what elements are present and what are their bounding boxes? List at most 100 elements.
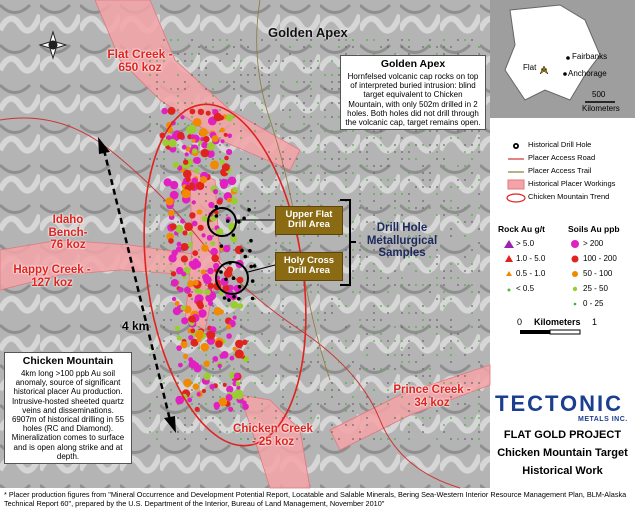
sample-dot — [212, 319, 214, 321]
sample-dot — [240, 172, 242, 174]
sample-dot — [408, 235, 410, 237]
sample-dot — [184, 81, 186, 83]
sample-dot — [261, 193, 263, 195]
sample-dot — [149, 382, 151, 384]
legend-item: 1.0 - 5.0 — [516, 254, 546, 264]
sample-dot — [177, 95, 179, 97]
sample-dot — [422, 403, 424, 405]
sample-dot — [478, 361, 480, 363]
sample-dot — [408, 39, 410, 41]
sample-dot — [380, 130, 382, 132]
sample-dot — [338, 298, 340, 300]
sample-dot — [149, 410, 151, 412]
sample-dot — [169, 180, 179, 190]
sample-dot — [394, 326, 396, 328]
sample-dot — [275, 249, 277, 251]
sample-dot — [303, 109, 305, 111]
sample-dot — [415, 333, 417, 335]
label-line: Metallurgical — [366, 234, 438, 247]
sample-dot — [296, 200, 298, 202]
sample-dot — [200, 269, 206, 275]
sample-dot — [387, 438, 389, 440]
sample-dot — [226, 53, 228, 55]
sample-dot — [429, 179, 431, 181]
sample-dot — [254, 172, 256, 174]
sample-dot — [310, 172, 312, 174]
sample-dot — [261, 179, 263, 181]
sample-dot — [282, 340, 284, 342]
sample-dot — [149, 130, 151, 132]
sample-dot — [394, 340, 396, 342]
sample-dot — [249, 264, 253, 269]
sample-dot — [296, 158, 298, 160]
sample-dot — [464, 347, 466, 349]
chicken-mountain-box: Chicken Mountain 4km long >100 ppb Au soi… — [4, 352, 132, 464]
sample-dot — [289, 438, 291, 440]
sample-dot — [324, 172, 326, 174]
sample-dot — [394, 368, 396, 370]
sample-dot — [219, 424, 221, 426]
sample-dot — [205, 403, 207, 405]
sample-dot — [345, 382, 347, 384]
sample-dot — [331, 340, 333, 342]
sample-dot — [170, 389, 172, 391]
north-arrow — [38, 30, 68, 60]
sample-dot — [317, 193, 319, 195]
sample-dot — [310, 109, 312, 111]
sample-dot — [387, 165, 389, 167]
sample-dot — [373, 263, 375, 265]
sample-dot — [408, 354, 410, 356]
sample-dot — [163, 382, 165, 384]
sample-dot — [247, 74, 249, 76]
sample-dot — [225, 114, 234, 122]
sample-dot — [303, 60, 305, 62]
sample-dot — [156, 347, 158, 349]
sample-dot — [170, 39, 172, 41]
sample-dot — [247, 256, 249, 258]
sample-dot — [408, 382, 410, 384]
flat-star — [539, 65, 549, 75]
sample-dot — [296, 186, 298, 188]
scale-start: 0 — [517, 317, 523, 327]
sample-dot — [345, 172, 347, 174]
sample-dot — [310, 403, 312, 405]
sample-dot — [282, 305, 284, 307]
sample-dot — [380, 368, 382, 370]
sample-dot — [387, 403, 389, 405]
sample-dot — [289, 417, 291, 419]
sample-dot — [380, 277, 382, 279]
sample-dot — [170, 271, 177, 277]
sample-dot — [317, 151, 319, 153]
sample-dot — [219, 109, 221, 111]
sample-dot — [436, 263, 438, 265]
sample-dot — [240, 403, 242, 405]
sample-dot — [345, 144, 347, 146]
label-line: Samples — [378, 247, 426, 260]
sample-dot — [310, 95, 312, 97]
sample-dot — [296, 165, 298, 167]
inset-scale-unit: Kilometers — [582, 104, 620, 113]
sample-dot — [338, 417, 340, 419]
sample-dot — [247, 186, 249, 188]
legend-item: Historical Drill Hole — [528, 140, 592, 150]
sample-dot — [394, 179, 396, 181]
sample-dot — [359, 291, 361, 293]
sample-dot — [429, 256, 431, 258]
sample-dot — [211, 254, 219, 263]
sample-dot — [191, 277, 193, 279]
sample-dot — [261, 333, 263, 335]
sample-dot — [163, 165, 165, 167]
sample-dot — [464, 221, 466, 223]
sample-dot — [275, 74, 277, 76]
legend-item: Chicken Mountain Trend — [528, 192, 610, 202]
label-line: Drill Hole — [376, 222, 428, 234]
sample-dot — [163, 172, 165, 174]
sample-dot — [232, 295, 236, 299]
sample-dot — [373, 270, 375, 272]
sample-dot — [177, 74, 179, 76]
sample-dot — [422, 249, 424, 251]
sample-dot — [170, 53, 172, 55]
sample-dot — [401, 284, 403, 286]
sample-dot — [331, 60, 333, 62]
sample-dot — [478, 410, 480, 412]
